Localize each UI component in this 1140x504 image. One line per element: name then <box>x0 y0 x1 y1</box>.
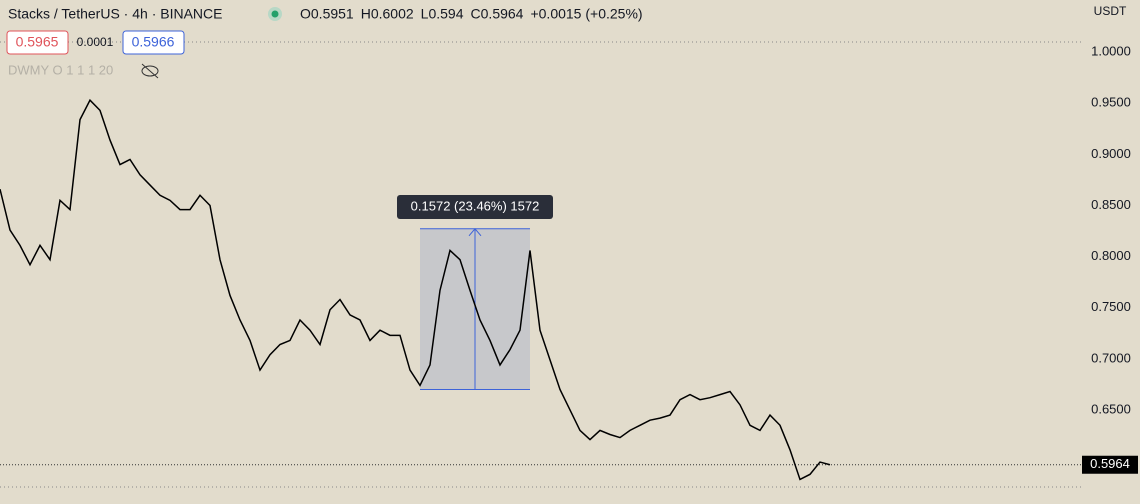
measure-arrowhead <box>468 228 482 237</box>
last-price-label: 0.5964 <box>1090 456 1130 471</box>
currency[interactable]: USDT <box>1094 4 1127 18</box>
y-tick-label: 0.8500 <box>1091 197 1131 212</box>
ohlc-label: O <box>300 6 311 22</box>
ohlc-label: L <box>421 6 429 22</box>
buy-button[interactable] <box>122 30 185 55</box>
ohlc-label: C <box>471 6 481 22</box>
ohlc-value: 0.5964 <box>481 6 524 22</box>
y-tick-label: 0.9500 <box>1091 95 1131 110</box>
sell-button[interactable] <box>6 30 69 55</box>
y-tick-label: 0.8000 <box>1091 248 1131 263</box>
eye-icon[interactable] <box>141 63 159 79</box>
eye-slash <box>141 63 159 79</box>
measure-tooltip <box>397 195 553 219</box>
change: +0.0015 (+0.25%) <box>530 6 642 22</box>
chart-title: Stacks / TetherUS · 4h · BINANCE <box>8 6 222 22</box>
sell-price[interactable]: 0.5965 <box>16 34 59 50</box>
y-tick-label: 0.9000 <box>1091 146 1131 161</box>
ohlc-value: 0.5951 <box>311 6 354 22</box>
y-tick-label: 0.7500 <box>1091 299 1131 314</box>
last-price-tag <box>1082 455 1138 474</box>
spread: 0.0001 <box>77 35 114 49</box>
y-tick-label: 1.0000 <box>1091 44 1131 59</box>
indicator-row: DWMY O 1 1 1 20 <box>8 62 113 77</box>
buy-price[interactable]: 0.5966 <box>132 34 175 50</box>
ohlc-value: 0.594 <box>428 6 463 22</box>
measure-label: 0.1572 (23.46%) 1572 <box>411 198 540 213</box>
y-tick-label: 0.7000 <box>1091 350 1131 365</box>
ohlc-label: H <box>361 6 371 22</box>
eye-shape <box>141 65 159 77</box>
ohlc-value: 0.6002 <box>371 6 414 22</box>
price-line <box>0 98 831 481</box>
status-dot <box>271 10 279 18</box>
y-tick-label: 0.6500 <box>1091 401 1131 416</box>
